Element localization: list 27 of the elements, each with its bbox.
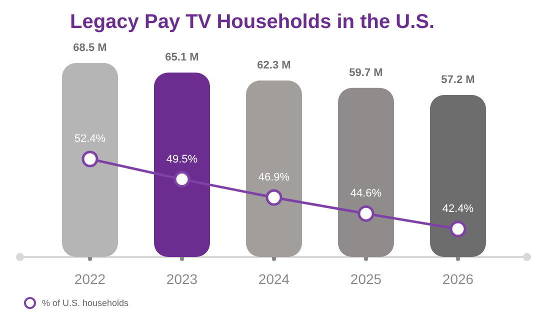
x-tick-label: 2024 <box>258 271 290 287</box>
point <box>82 150 98 168</box>
x-tick-label: 2022 <box>74 271 106 287</box>
point <box>450 220 466 238</box>
data-label: 42.4% <box>442 203 474 215</box>
data-label: 59.7 M <box>349 66 383 79</box>
data-label: 68.5 M <box>73 42 107 54</box>
data-label: 49.5% <box>166 153 198 166</box>
point <box>358 205 374 222</box>
x-tick-label: 2026 <box>442 271 474 287</box>
chart-title: Legacy Pay TV Households in the U.S. <box>70 11 435 33</box>
x-tick-label: 2023 <box>166 271 198 287</box>
bar <box>62 63 118 257</box>
data-label: 52.4% <box>74 133 106 145</box>
legend-label: % of U.S. households <box>42 298 130 308</box>
bar <box>246 80 302 257</box>
data-label: 57.2 M <box>441 74 475 86</box>
data-label: 65.1 M <box>165 52 199 64</box>
bar <box>154 72 210 257</box>
data-label: 46.9% <box>258 172 290 184</box>
bar <box>430 95 486 257</box>
bar <box>338 88 394 257</box>
x-tick-label: 2025 <box>350 271 382 287</box>
data-label: 44.6% <box>350 188 382 200</box>
point <box>174 171 190 188</box>
point <box>266 189 282 206</box>
data-label: 62.3 M <box>257 60 291 72</box>
